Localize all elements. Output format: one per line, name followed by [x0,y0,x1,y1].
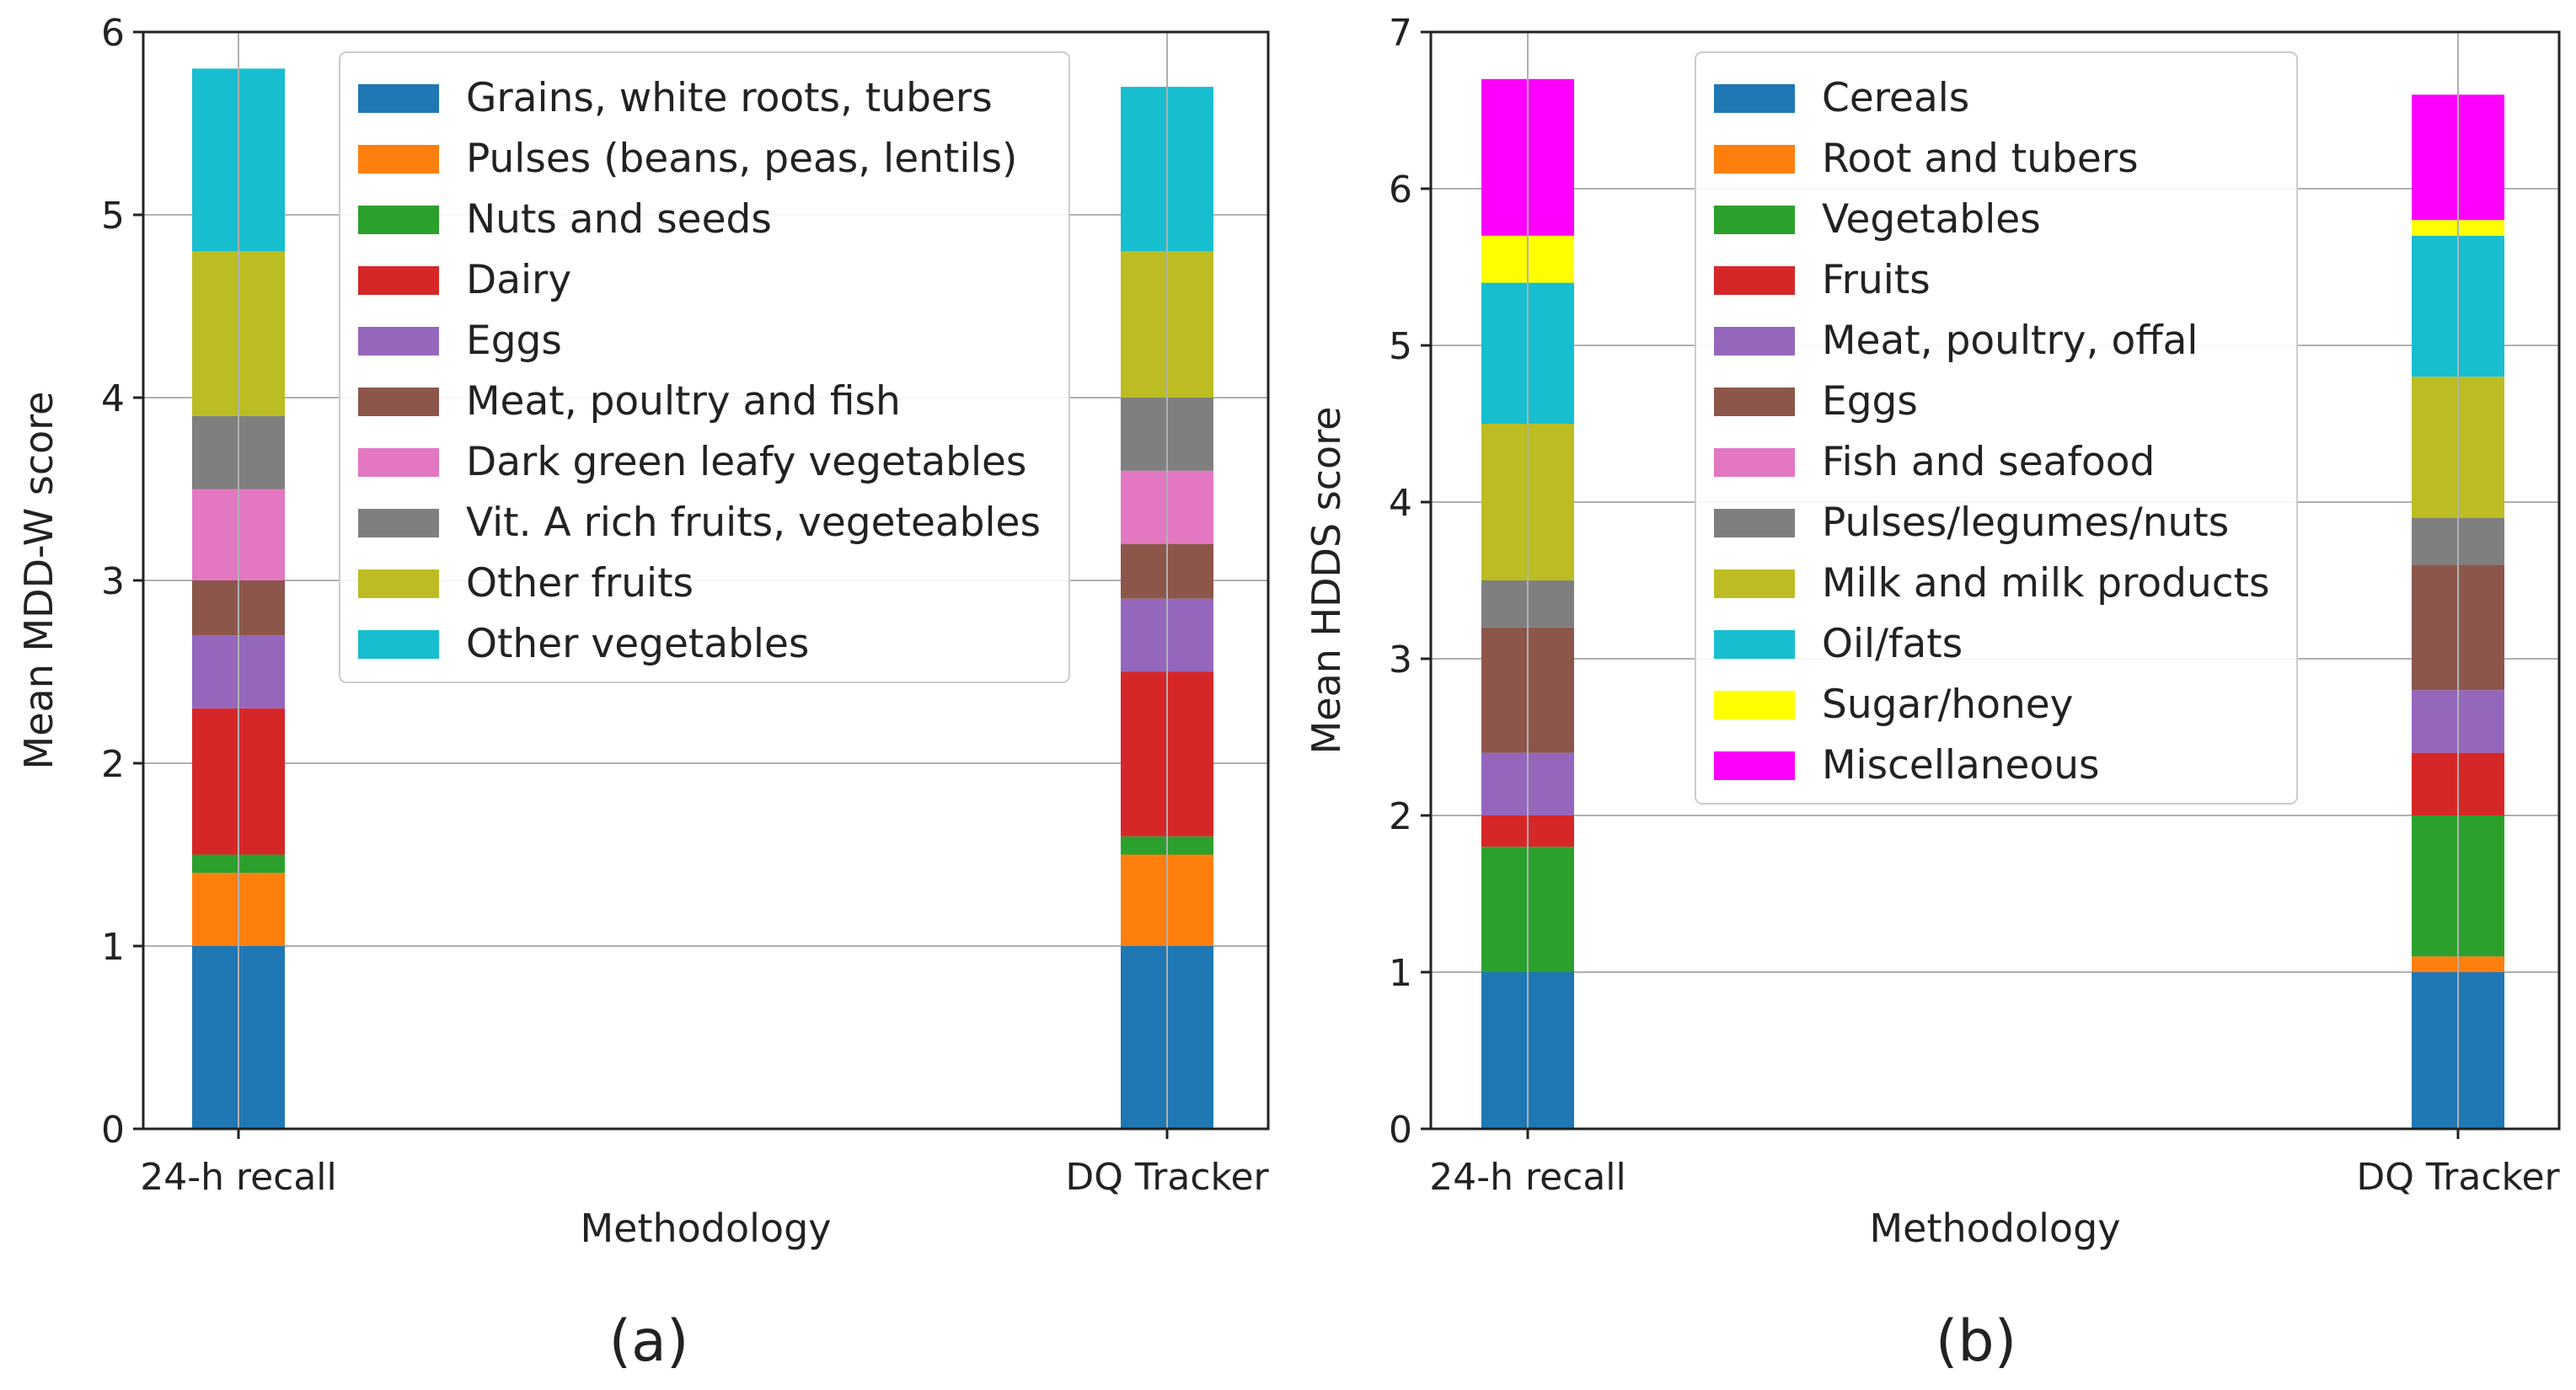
legend-swatch-dairy [358,266,439,295]
legend-swatch-nuts-and-seeds [358,206,439,234]
legend-swatch-dark-green-leafy-vegetables [358,448,439,477]
y-tick-label: 2 [1389,795,1412,838]
legend-label-eggs: Eggs [1822,378,1918,425]
y-tick-label: 3 [1389,639,1412,682]
legend-swatch-cereals [1714,84,1795,113]
legend-label-vegetables: Vegetables [1822,196,2041,243]
legend-label-eggs: Eggs [466,318,562,364]
legend-label-pulses-beans-peas-lentils: Pulses (beans, peas, lentils) [466,136,1017,182]
legend-label-fruits: Fruits [1822,257,1931,303]
legend-swatch-fish-and-seafood [1714,448,1795,477]
x-tick-label-24-h-recall: 24-h recall [1429,1156,1626,1199]
y-tick-label: 6 [1389,168,1412,211]
x-axis-label: Methodology [580,1206,831,1251]
x-axis-label: Methodology [1869,1206,2120,1251]
legend-label-sugar-honey: Sugar/honey [1822,682,2073,728]
legend-label-other-fruits: Other fruits [466,560,694,607]
legend: Grains, white roots, tubers Pulses (beans… [339,51,1070,683]
legend-swatch-fruits [1714,266,1795,295]
legend-label-meat-poultry-and-fish: Meat, poultry and fish [466,378,901,425]
legend-label-fish-and-seafood: Fish and seafood [1822,439,2155,485]
y-tick-label: 7 [1389,12,1412,55]
axes-frame [142,30,1270,1131]
y-tick-label: 3 [101,560,125,603]
legend-label-pulses-legumes-nuts: Pulses/legumes/nuts [1822,500,2229,546]
legend-swatch-oil-fats [1714,630,1795,659]
y-axis-label: Mean HDDS score [1304,407,1349,755]
legend-swatch-pulses-beans-peas-lentils [358,145,439,174]
legend-swatch-miscellaneous [1714,751,1795,780]
x-tick-label-dq-tracker: DQ Tracker [2356,1156,2560,1199]
caption-a: (a) [609,1308,689,1375]
x-tick-label-24-h-recall: 24-h recall [140,1156,337,1199]
y-tick-label: 2 [101,743,125,786]
legend-swatch-milk-and-milk-products [1714,569,1795,598]
legend-label-nuts-and-seeds: Nuts and seeds [466,196,772,243]
axes-frame [1429,30,2561,1131]
legend-label-grains-white-roots-tubers: Grains, white roots, tubers [466,75,993,121]
chart-a-mdd-w: 0 1 2 3 4 5 6 24-h recall DQ Tracker Methodology M… [16,12,1270,1251]
x-tick-label-dq-tracker: DQ Tracker [1065,1156,1269,1199]
legend-label-oil-fats: Oil/fats [1822,621,1963,667]
legend-label-dark-green-leafy-vegetables: Dark green leafy vegetables [466,439,1026,485]
legend-swatch-eggs [1714,388,1795,416]
legend-label-dairy: Dairy [466,257,571,303]
legend-swatch-meat-poultry-and-fish [358,388,439,416]
y-tick-label: 4 [1389,482,1412,525]
legend-box [1695,51,2298,805]
legend-label-cereals: Cereals [1822,75,1969,121]
legend: Cereals Root and tubers Vegetables Fruits Me… [1695,51,2298,805]
legend-label-root-and-tubers: Root and tubers [1822,136,2139,182]
y-tick-label: 1 [1389,952,1412,995]
legend-swatch-sugar-honey [1714,691,1795,719]
legend-swatch-pulses-legumes-nuts [1714,509,1795,537]
y-tick-label: 6 [101,12,125,55]
y-tick-label: 0 [1389,1109,1412,1152]
legend-label-other-vegetables: Other vegetables [466,621,809,667]
legend-label-meat-poultry-offal: Meat, poultry, offal [1822,318,2198,364]
legend-swatch-grains-white-roots-tubers [358,84,439,113]
legend-label-vit-a-rich-fruits-vegeteables: Vit. A rich fruits, vegeteables [466,500,1041,546]
y-tick-label: 0 [101,1109,125,1152]
legend-swatch-other-vegetables [358,630,439,659]
y-axis-label: Mean MDD-W score [16,392,62,770]
legend-swatch-meat-poultry-offal [1714,327,1795,356]
legend-label-miscellaneous: Miscellaneous [1822,742,2100,789]
legend-box [339,51,1070,683]
legend-swatch-eggs [358,327,439,356]
legend-label-milk-and-milk-products: Milk and milk products [1822,560,2270,607]
legend-swatch-other-fruits [358,569,439,598]
y-tick-label: 1 [101,926,125,969]
y-tick-label: 4 [101,377,125,420]
y-tick-label: 5 [1389,325,1412,368]
y-tick-label: 5 [101,195,125,238]
legend-swatch-root-and-tubers [1714,145,1795,174]
caption-b: (b) [1936,1308,2016,1375]
legend-swatch-vit-a-rich-fruits-vegeteables [358,509,439,537]
legend-swatch-vegetables [1714,206,1795,234]
chart-b-hdds: 0 1 2 3 4 5 6 7 24-h recall DQ Tracker Methodology… [1304,12,2561,1251]
